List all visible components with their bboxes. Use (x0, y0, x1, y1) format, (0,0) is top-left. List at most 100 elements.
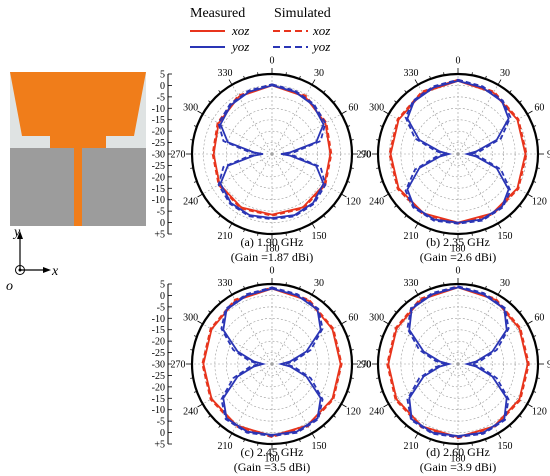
series-yoz-simulated (406, 285, 510, 439)
radial-scale-label: -30 (152, 150, 165, 161)
polar-angle-tick (298, 75, 301, 79)
polar-angle-tick (190, 139, 194, 141)
polar-angle-label: 180 (265, 244, 280, 255)
polar-angle-tick (193, 125, 197, 128)
polar-angle-tick (218, 215, 221, 218)
polar-angle-tick (533, 125, 537, 128)
legend-simulated-xoz-label: xoz (312, 23, 330, 38)
polar-grid-spoke (231, 363, 273, 434)
polar-angle-label: 60 (348, 103, 358, 114)
polar-angle-tick (257, 442, 259, 446)
polar-angle-tick (323, 215, 326, 218)
polar-angle-tick (197, 110, 203, 115)
radial-scale-label: -20 (152, 337, 165, 348)
polar-angle-tick (509, 300, 512, 303)
polar-angle-tick (347, 390, 351, 393)
series-yoz-simulated (217, 83, 327, 221)
polar-grid-circle (434, 340, 482, 388)
polar-angle-tick (311, 433, 316, 439)
polar-angle-label: 300 (183, 313, 198, 324)
polar-angle-tick (443, 232, 445, 236)
polar-angle-tick (298, 285, 301, 289)
polar-angle-tick (333, 100, 336, 103)
polar-grid-circle (248, 340, 296, 388)
polar-angle-label: 150 (312, 231, 327, 242)
radial-scale-label: -5 (157, 417, 165, 428)
polar-angle-label: 240 (369, 407, 384, 418)
polar-grid-spoke (231, 153, 273, 224)
plot-gain-caption: (Gain =2.6 dBi) (420, 250, 496, 264)
polar-angle-tick (383, 320, 389, 325)
polar-angle-tick (519, 415, 522, 418)
polar-angle-tick (533, 180, 537, 183)
polar-angle-label: 150 (498, 441, 513, 452)
polar-angle-label: 210 (404, 231, 419, 242)
polar-angle-tick (509, 425, 512, 428)
radial-scale-label: -25 (152, 371, 165, 382)
polar-angle-tick (228, 79, 233, 85)
polar-angle-tick (323, 90, 326, 93)
polar-angle-tick (333, 415, 336, 418)
radial-scale-label: -25 (152, 138, 165, 149)
polar-angle-tick (218, 90, 221, 93)
polar-grid-circle (248, 130, 296, 178)
radial-scale-label: -5 (157, 207, 165, 218)
polar-angle-label: 30 (500, 68, 510, 79)
polar-plot-d: 0 30 60 90 120 150 180 210 240 270 300 330 (d) 2.60 … (357, 266, 550, 475)
polar-angle-tick (404, 90, 407, 93)
radial-scale-label: 0 (160, 291, 165, 302)
polar-angle-tick (394, 415, 397, 418)
polar-grid-circle (423, 329, 493, 399)
polar-grid-circle (434, 130, 482, 178)
polar-angle-label: 240 (183, 407, 198, 418)
polar-angle-tick (341, 193, 347, 198)
coordinate-axes: y x o (6, 225, 59, 294)
legend-simulated-title: Simulated (274, 6, 331, 21)
polar-angle-tick (471, 72, 473, 76)
radial-scale-label: +5 (154, 230, 165, 241)
polar-angle-tick (497, 79, 502, 85)
legend-measured-title: Measured (190, 6, 245, 21)
polar-grid-spoke (457, 153, 528, 195)
polar-grid-spoke (202, 323, 273, 365)
polar-grid-spoke (271, 153, 313, 224)
polar-angle-tick (257, 232, 259, 236)
polar-angle-tick (218, 425, 221, 428)
radial-scale-label: -25 (152, 161, 165, 172)
polar-angle-label: 300 (369, 103, 384, 114)
polar-grid-spoke (417, 294, 459, 365)
polar-angle-label: 120 (532, 197, 547, 208)
polar-angle-tick (527, 403, 533, 408)
polar-angle-label: 210 (218, 231, 233, 242)
polar-angle-tick (350, 139, 354, 141)
polar-angle-tick (285, 442, 287, 446)
polar-angle-tick (394, 205, 397, 208)
polar-angle-tick (197, 193, 203, 198)
series-xoz-simulated (386, 285, 530, 440)
polar-angle-label: 60 (534, 313, 544, 324)
radial-scale-label: -5 (157, 92, 165, 103)
polar-angle-tick (193, 335, 197, 338)
legend-measured-yoz-label: yoz (230, 39, 249, 54)
polar-angle-tick (484, 229, 487, 233)
polar-angle-label: 180 (451, 454, 466, 465)
polar-angle-tick (429, 285, 432, 289)
radial-scale-label: -20 (152, 127, 165, 138)
polar-grid-spoke (388, 113, 459, 155)
polar-angle-label: 330 (404, 278, 419, 289)
polar-angle-tick (341, 320, 347, 325)
polar-angle-label: 210 (404, 441, 419, 452)
polar-angle-label: 270 (171, 150, 186, 161)
polar-angle-tick (298, 229, 301, 233)
plot-caption: (c) 2.45 GHz (241, 445, 304, 459)
radial-scale-label: 0 (160, 428, 165, 439)
polar-angle-tick (379, 125, 383, 128)
polar-grid-spoke (417, 153, 459, 224)
polar-angle-tick (347, 335, 351, 338)
radial-scale-label: 5 (160, 280, 165, 291)
polar-angle-label: 180 (451, 244, 466, 255)
polar-angle-tick (404, 300, 407, 303)
polar-angle-label: 270 (357, 360, 372, 371)
polar-angle-tick (536, 139, 540, 141)
